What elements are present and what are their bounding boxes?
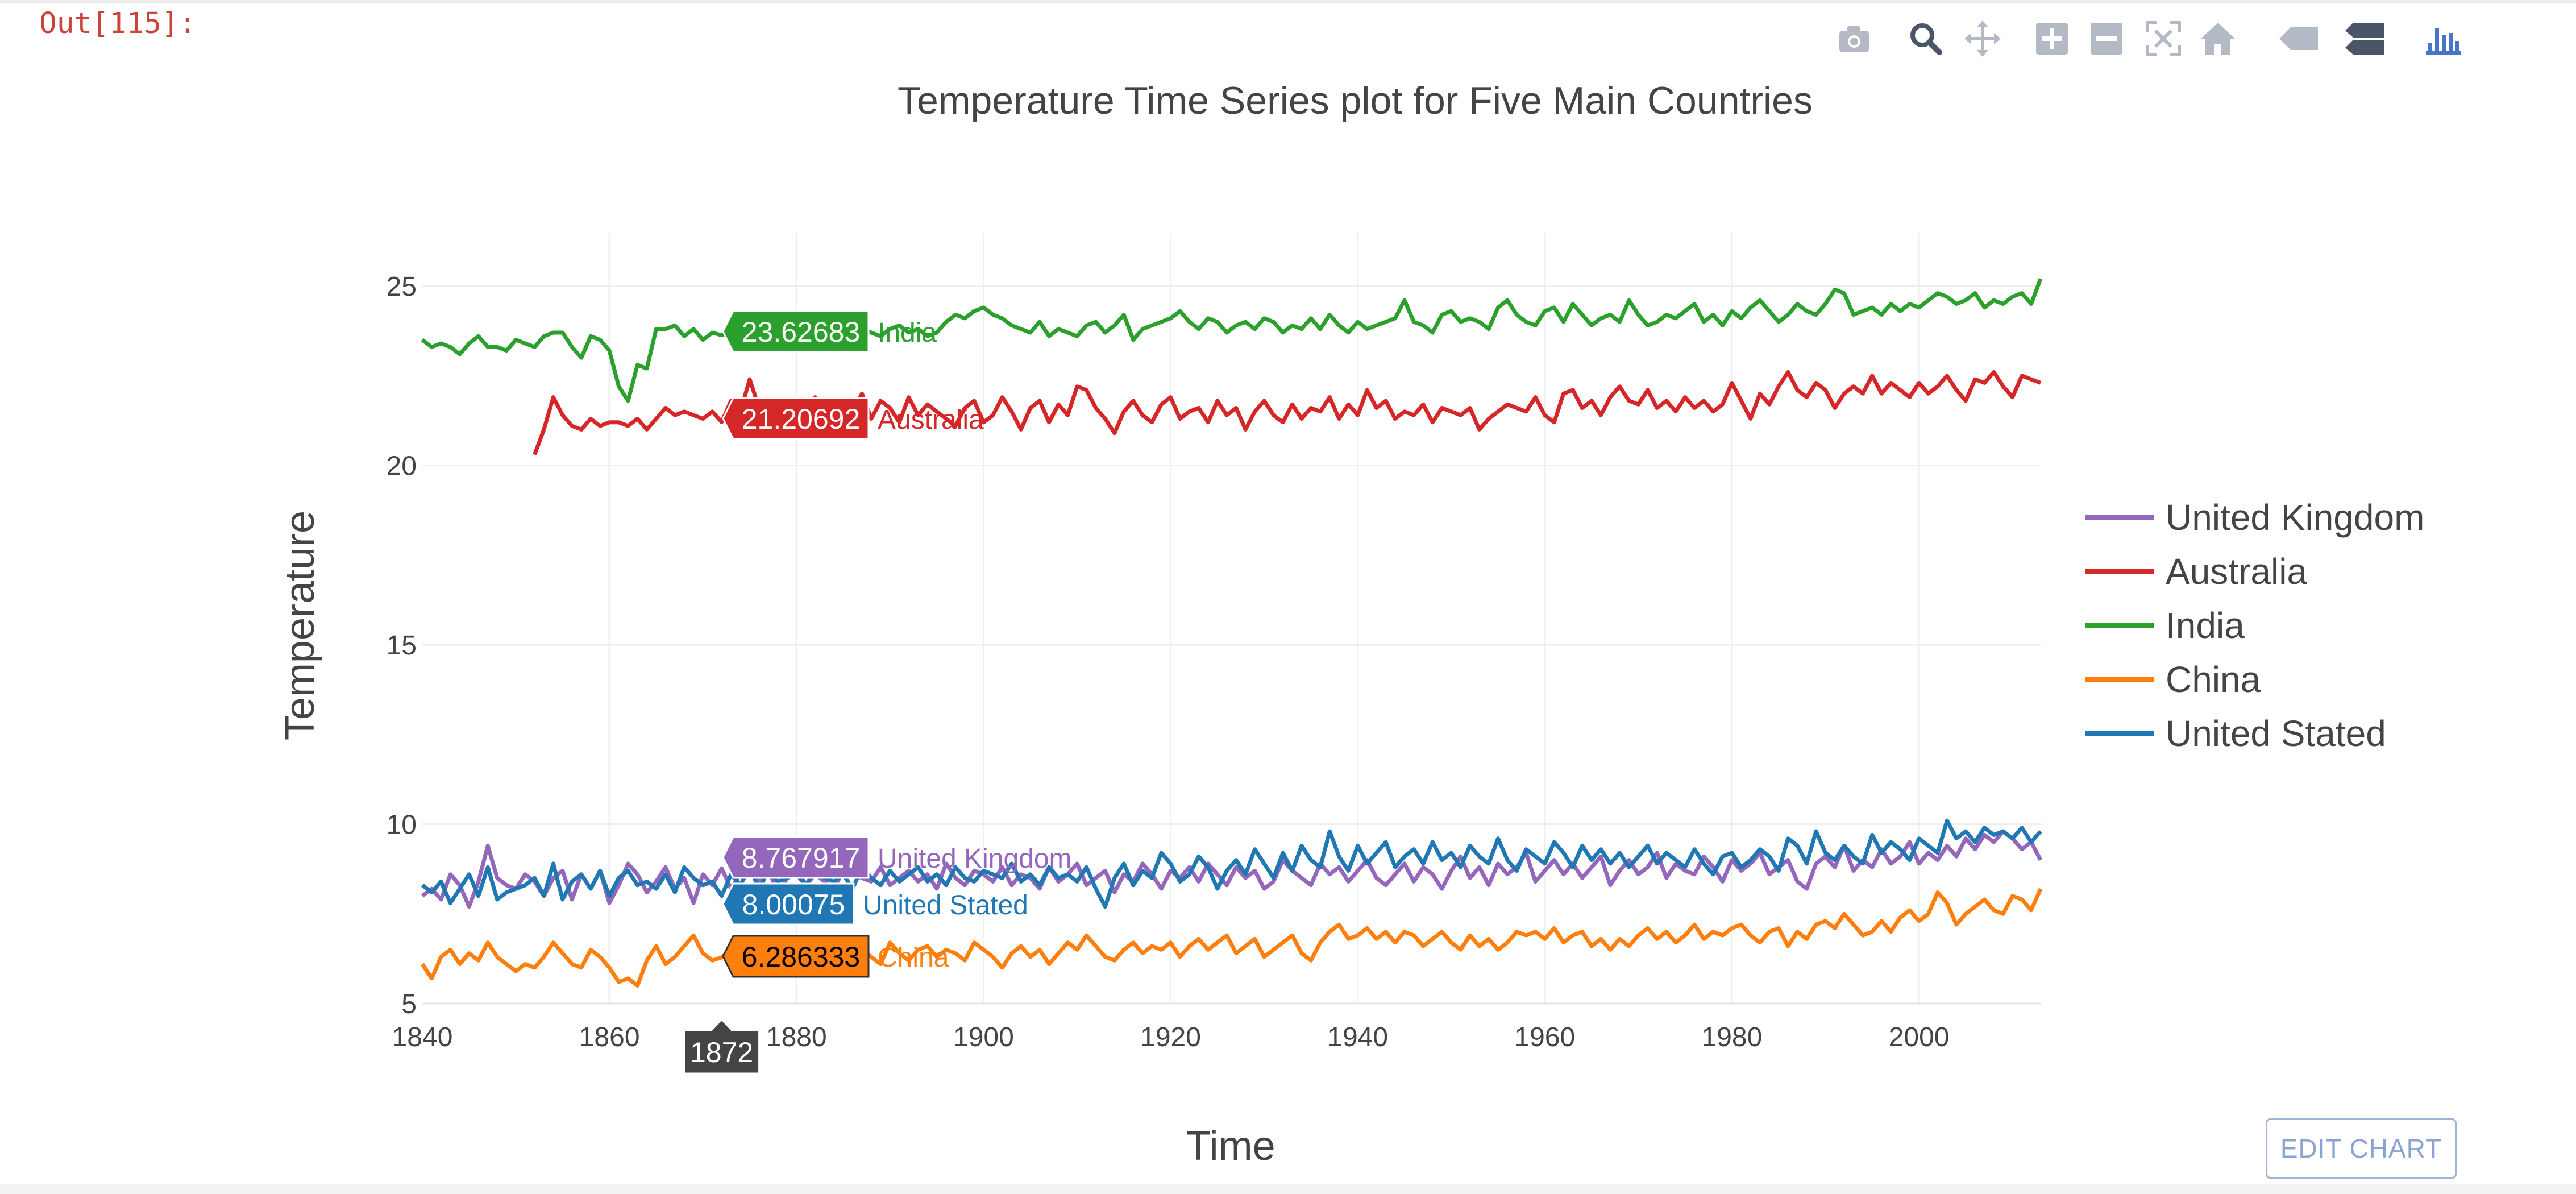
hover-series-name: India xyxy=(878,318,937,348)
x-axis-title: Time xyxy=(1186,1123,1275,1169)
legend-item-united-kingdom[interactable]: United Kingdom xyxy=(2085,497,2424,538)
legend-label: United Stated xyxy=(2166,713,2386,754)
hover-value: 8.767917 xyxy=(742,842,861,874)
legend-item-india[interactable]: India xyxy=(2085,605,2245,646)
bottom-divider xyxy=(0,1184,2576,1194)
zoom-out-icon[interactable] xyxy=(2078,10,2135,67)
zoom-icon[interactable] xyxy=(1897,10,1954,67)
legend-label: United Kingdom xyxy=(2166,497,2424,538)
y-tick-label: 5 xyxy=(401,989,417,1019)
hover-label-india: 23.62683 India xyxy=(722,310,937,353)
hover-box xyxy=(722,882,855,926)
hover-box xyxy=(722,397,870,440)
hover-series-name: China xyxy=(878,943,949,973)
autoscale-icon[interactable] xyxy=(2135,10,2192,67)
edit-chart-button[interactable]: EDIT CHART xyxy=(2266,1118,2457,1179)
series-line-united-stated[interactable] xyxy=(421,818,2042,909)
hover-series-name: Australia xyxy=(878,405,984,435)
top-divider xyxy=(0,0,2576,3)
x-tick-label: 1840 xyxy=(392,1022,453,1052)
series-line-india[interactable] xyxy=(421,278,2043,403)
pan-icon[interactable] xyxy=(1954,10,2011,67)
x-tick-label: 2000 xyxy=(1889,1022,1950,1052)
hover-x-label: 1872 xyxy=(683,1018,761,1075)
hover-box xyxy=(722,310,870,353)
gridlines xyxy=(422,233,2041,1004)
hover-label-australia: 21.20692 Australia xyxy=(722,397,984,440)
y-tick-label: 25 xyxy=(387,272,417,302)
hover-value: 21.20692 xyxy=(742,403,861,435)
chart-title: Temperature Time Series plot for Five Ma… xyxy=(898,79,1813,122)
plot-modebar xyxy=(0,10,2576,67)
axes: 1840 1860 1880 1900 1920 1940 1960 1980 2000 5 10 1… xyxy=(387,272,2041,1052)
y-tick-label: 20 xyxy=(387,451,417,482)
hover-label-united-kingdom: 8.767917 United Kingdom xyxy=(722,836,1072,879)
y-tick-label: 10 xyxy=(387,810,417,840)
reset-axes-icon[interactable] xyxy=(2189,10,2246,67)
hover-label-united-stated: 8.00075 United Stated xyxy=(722,882,1028,926)
hover-series-name: United Stated xyxy=(863,890,1028,921)
x-tick-label: 1900 xyxy=(953,1022,1014,1052)
legend-item-united-stated[interactable]: United Stated xyxy=(2085,713,2386,754)
download-png-icon[interactable] xyxy=(1826,10,1883,67)
legend[interactable]: United Kingdom Australia India China United … xyxy=(2085,497,2424,754)
series-line-united-kingdom[interactable] xyxy=(421,829,2043,909)
hover-box xyxy=(722,935,870,978)
hover-compare-icon[interactable] xyxy=(2336,10,2393,67)
hover-value: 23.62683 xyxy=(742,316,861,348)
legend-item-china[interactable]: China xyxy=(2085,659,2261,700)
hover-box xyxy=(722,836,870,879)
hover-x-value: 1872 xyxy=(690,1037,753,1068)
hover-closest-icon[interactable] xyxy=(2270,10,2327,67)
x-tick-label: 1960 xyxy=(1514,1022,1575,1052)
zoom-in-icon[interactable] xyxy=(2024,10,2080,67)
legend-label: China xyxy=(2166,659,2261,700)
x-tick-label: 1860 xyxy=(579,1022,640,1052)
legend-label: India xyxy=(2166,605,2245,646)
x-tick-label: 1940 xyxy=(1327,1022,1388,1052)
x-tick-label: 1980 xyxy=(1702,1022,1763,1052)
legend-label: Australia xyxy=(2166,551,2307,592)
y-tick-label: 15 xyxy=(387,631,417,661)
cell-output-label: Out[115]: xyxy=(39,7,197,40)
x-tick-label: 1880 xyxy=(766,1022,827,1052)
series-lines xyxy=(421,278,2043,988)
hover-value: 6.286333 xyxy=(742,941,861,973)
legend-item-australia[interactable]: Australia xyxy=(2085,551,2307,592)
hover-x-box xyxy=(683,1018,761,1075)
plotly-logo-icon[interactable] xyxy=(2415,10,2471,67)
y-axis-title: Temperature xyxy=(277,511,323,740)
series-line-china[interactable] xyxy=(421,888,2043,988)
hover-value: 8.00075 xyxy=(742,889,845,921)
hover-series-name: United Kingdom xyxy=(878,844,1072,874)
x-tick-label: 1920 xyxy=(1140,1022,1201,1052)
hover-label-china: 6.286333 China xyxy=(722,935,949,978)
